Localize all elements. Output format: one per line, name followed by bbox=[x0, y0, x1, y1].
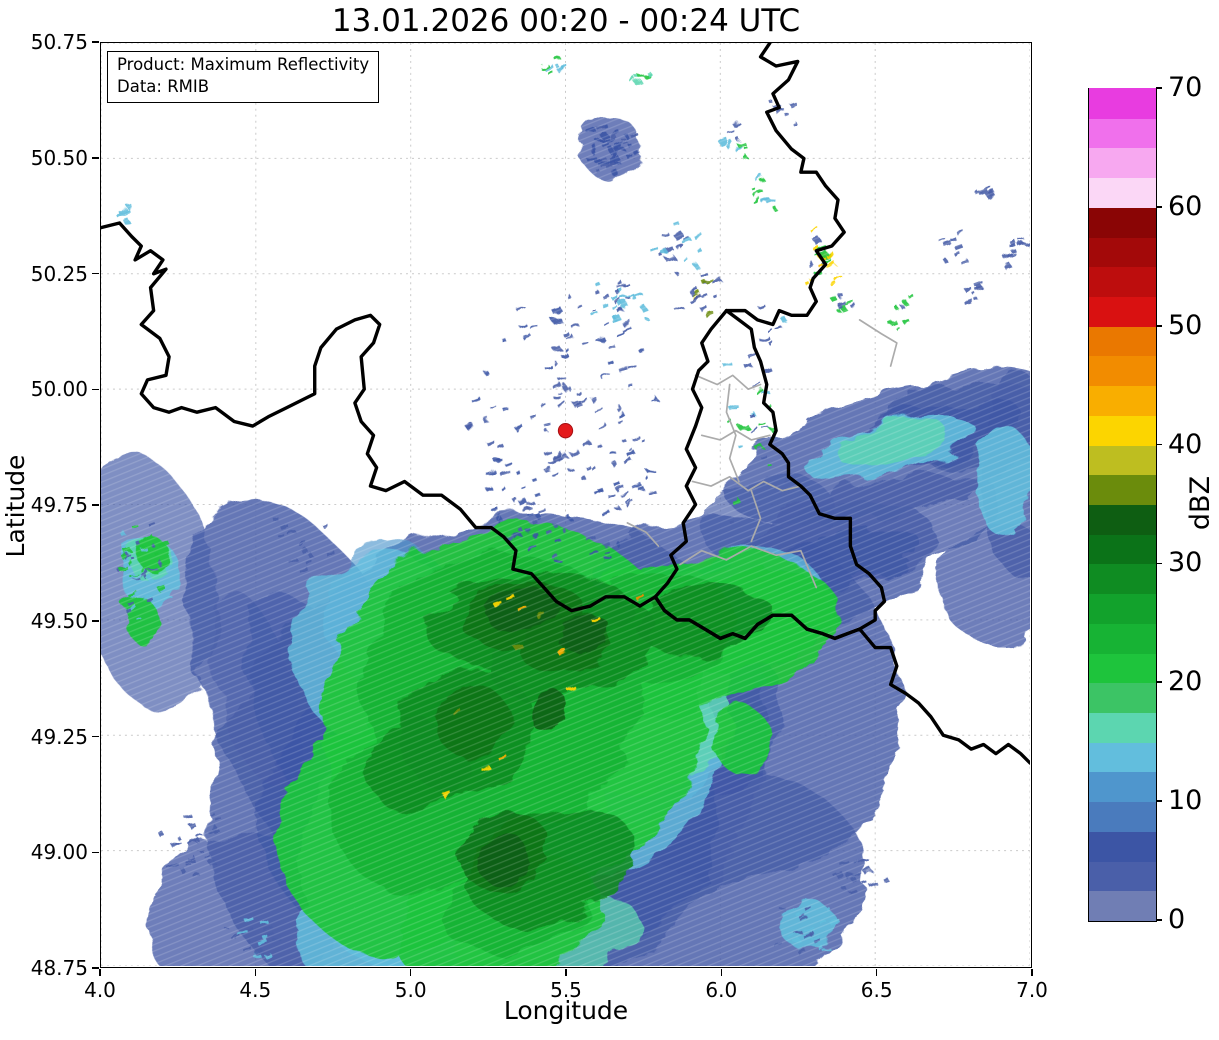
colorbar-tick-mark bbox=[1156, 562, 1162, 565]
colorbar-tick-label: 30 bbox=[1168, 547, 1203, 579]
x-tick-mark bbox=[254, 969, 257, 976]
y-tick-mark bbox=[92, 157, 99, 159]
x-tick-label: 7.0 bbox=[1016, 978, 1048, 1002]
x-axis-label: Longitude bbox=[503, 996, 629, 1025]
x-tick-mark bbox=[565, 969, 567, 976]
y-tick-mark bbox=[92, 620, 99, 622]
colorbar-block bbox=[1089, 177, 1156, 208]
plot-area: Product: Maximum Reflectivity Data: RMIB bbox=[100, 42, 1032, 968]
colorbar-tick-mark bbox=[1156, 800, 1162, 802]
y-tick-label: 49.50 bbox=[30, 608, 88, 633]
colorbar-block bbox=[1089, 207, 1156, 238]
colorbar-block bbox=[1089, 444, 1156, 476]
x-tick-label: 6.0 bbox=[705, 978, 738, 1002]
colorbar bbox=[1088, 88, 1157, 922]
y-tick-mark bbox=[92, 504, 99, 506]
colorbar-block bbox=[1089, 563, 1156, 595]
colorbar-block bbox=[1089, 593, 1156, 624]
colorbar-block bbox=[1089, 831, 1156, 862]
radial-streak-overlay bbox=[101, 43, 1030, 966]
colorbar-tick-label: 70 bbox=[1168, 72, 1203, 103]
radar-map-canvas bbox=[101, 43, 1030, 966]
y-tick-mark bbox=[92, 388, 99, 390]
x-tick-label: 5.0 bbox=[394, 978, 427, 1002]
colorbar-block bbox=[1089, 147, 1156, 179]
x-tick-label: 6.5 bbox=[860, 978, 893, 1002]
plot-title: 13.01.2026 00:20 - 00:24 UTC bbox=[331, 3, 801, 39]
colorbar-tick-label: 50 bbox=[1168, 309, 1203, 341]
y-tick-label: 48.75 bbox=[30, 956, 88, 980]
colorbar-block bbox=[1089, 801, 1156, 832]
colorbar-block bbox=[1089, 385, 1156, 416]
colorbar-block bbox=[1089, 474, 1156, 505]
x-tick-label: 4.5 bbox=[239, 978, 272, 1002]
colorbar-tick-mark bbox=[1156, 443, 1162, 446]
colorbar-block bbox=[1089, 355, 1156, 387]
x-tick-mark bbox=[99, 969, 101, 976]
district-borders bbox=[626, 319, 898, 589]
colorbar-block bbox=[1089, 88, 1156, 119]
y-tick-label: 50.50 bbox=[30, 145, 88, 170]
colorbar-tick-mark bbox=[1156, 206, 1162, 208]
country-borders bbox=[101, 43, 1030, 765]
colorbar-tick-label: 40 bbox=[1168, 428, 1203, 460]
colorbar-block bbox=[1089, 742, 1156, 773]
x-tick-mark bbox=[720, 969, 723, 976]
colorbar-block bbox=[1089, 712, 1156, 743]
y-tick-label: 50.75 bbox=[30, 30, 88, 54]
y-tick-mark bbox=[92, 967, 99, 969]
colorbar-block bbox=[1089, 890, 1156, 921]
x-tick-mark bbox=[875, 969, 878, 976]
colorbar-tick-mark bbox=[1156, 919, 1162, 921]
colorbar-tick-mark bbox=[1156, 87, 1162, 89]
y-tick-label: 49.25 bbox=[30, 724, 88, 749]
colorbar-block bbox=[1089, 236, 1156, 268]
x-tick-mark bbox=[1031, 969, 1033, 976]
colorbar-tick-label: 10 bbox=[1168, 785, 1203, 817]
colorbar-block bbox=[1089, 296, 1156, 327]
y-tick-label: 50.25 bbox=[30, 261, 88, 286]
colorbar-tick-mark bbox=[1156, 324, 1162, 327]
product-annotation: Product: Maximum Reflectivity Data: RMIB bbox=[107, 51, 380, 103]
colorbar-block bbox=[1089, 652, 1156, 684]
colorbar-block bbox=[1089, 623, 1156, 654]
radar-site-marker bbox=[557, 422, 574, 439]
y-tick-label: 49.00 bbox=[30, 840, 88, 865]
colorbar-block bbox=[1089, 415, 1156, 446]
colorbar-block bbox=[1089, 682, 1156, 713]
colorbar-block bbox=[1089, 118, 1156, 149]
colorbar-tick-label: 20 bbox=[1168, 666, 1203, 698]
colorbar-block bbox=[1089, 504, 1156, 535]
colorbar-block bbox=[1089, 860, 1156, 892]
y-tick-mark bbox=[92, 735, 99, 738]
colorbar-tick-label: 0 bbox=[1168, 904, 1186, 935]
x-tick-mark bbox=[409, 969, 412, 976]
colorbar-block bbox=[1089, 326, 1156, 357]
colorbar-block bbox=[1089, 534, 1156, 565]
y-tick-mark bbox=[92, 41, 99, 43]
colorbar-tick-label: 60 bbox=[1168, 190, 1203, 222]
colorbar-block bbox=[1089, 266, 1156, 297]
x-tick-label: 4.0 bbox=[84, 978, 116, 1002]
y-tick-mark bbox=[92, 851, 99, 853]
y-tick-label: 49.75 bbox=[30, 493, 88, 517]
colorbar-tick-mark bbox=[1156, 681, 1162, 684]
product-line: Product: Maximum Reflectivity bbox=[117, 55, 370, 74]
y-tick-label: 50.00 bbox=[30, 377, 88, 402]
data-source-line: Data: RMIB bbox=[117, 77, 210, 96]
y-tick-mark bbox=[92, 272, 99, 275]
x-tick-label: 5.5 bbox=[550, 978, 582, 1002]
colorbar-block bbox=[1089, 771, 1156, 803]
